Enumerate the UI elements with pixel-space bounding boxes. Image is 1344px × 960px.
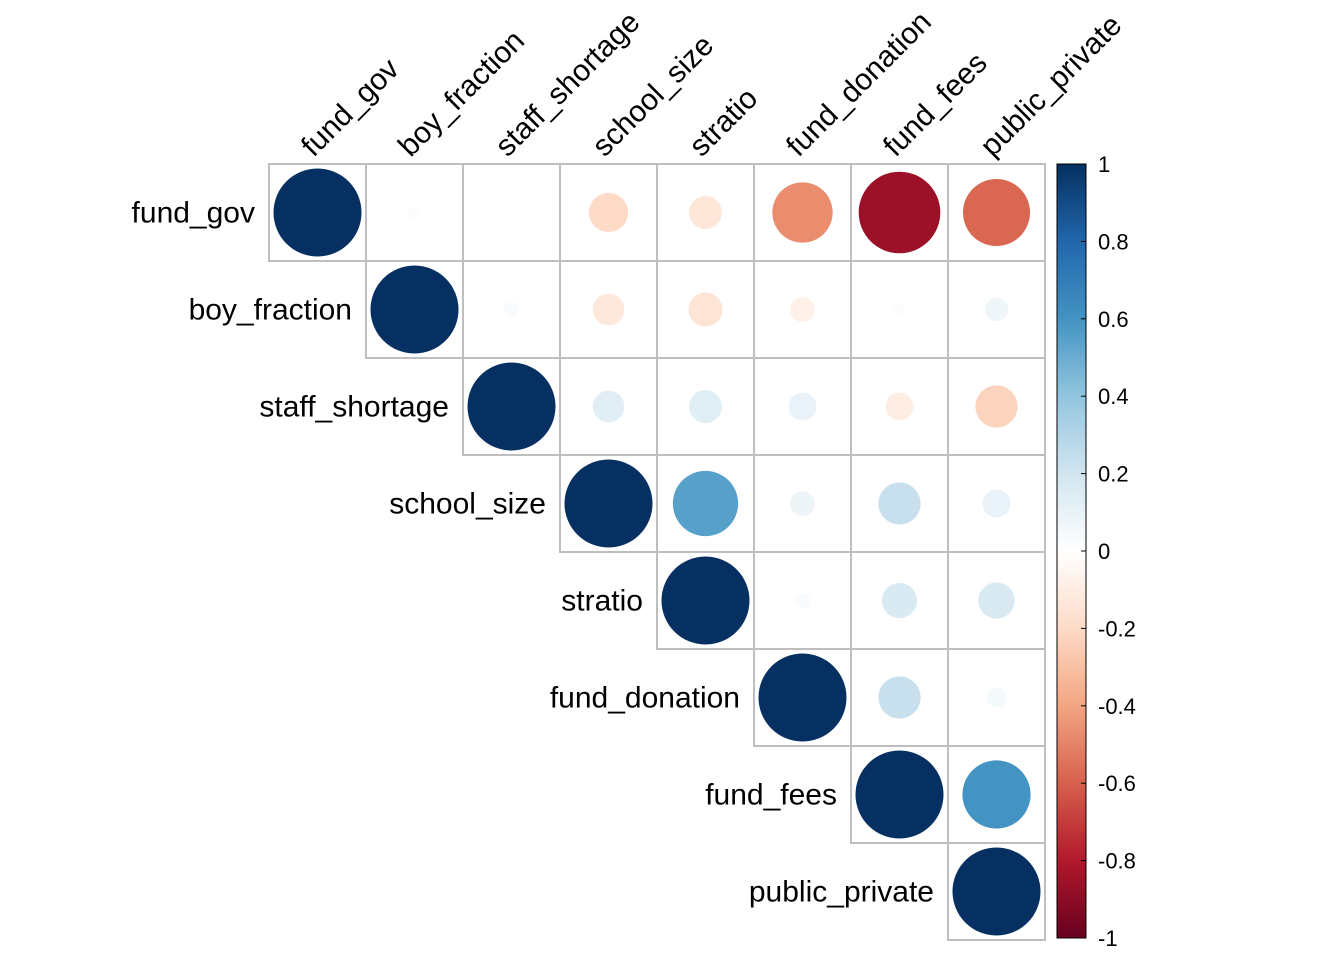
colorbar-tick-label: 0 xyxy=(1098,539,1110,564)
correlation-circle-fund_gov-boy_fraction xyxy=(408,206,421,219)
correlation-circle-staff_shortage-fund_donation xyxy=(788,392,817,421)
correlation-circle-school_size-stratio xyxy=(672,470,739,537)
correlation-circle-stratio-public_private xyxy=(978,582,1015,619)
colorbar-tick-label: -0.2 xyxy=(1098,616,1136,641)
row-label-school_size: school_size xyxy=(389,488,546,521)
column-labels: fund_govboy_fractionstaff_shortageschool… xyxy=(295,5,1128,163)
row-label-public_private: public_private xyxy=(749,876,934,909)
correlation-circle-staff_shortage-public_private xyxy=(975,385,1018,428)
row-label-staff_shortage: staff_shortage xyxy=(259,391,449,424)
correlation-circle-fund_gov-public_private xyxy=(962,178,1031,247)
correlation-circle-staff_shortage-school_size xyxy=(592,390,625,423)
colorbar: 1 0.8 0.6 0.4 0.2 0 -0.2 -0.4 -0.6 -0.8 -1 xyxy=(1056,152,1136,951)
correlation-circle-boy_fraction-staff_shortage xyxy=(503,301,520,318)
column-label-fund_gov: fund_gov xyxy=(295,52,406,163)
colorbar-tick-label: -1 xyxy=(1098,926,1118,951)
correlation-circle-staff_shortage-fund_fees xyxy=(885,392,914,421)
correlation-circle-school_size-fund_donation xyxy=(790,491,815,516)
correlation-circle-fund_gov-school_size xyxy=(588,192,629,233)
colorbar-tick-label: 0.6 xyxy=(1098,307,1129,332)
correlation-circle-stratio-fund_donation xyxy=(794,592,811,609)
row-label-fund_donation: fund_donation xyxy=(550,682,740,715)
matrix-cell xyxy=(462,163,561,262)
colorbar-tick-label: -0.8 xyxy=(1098,849,1136,874)
correlation-circle-school_size-school_size xyxy=(564,459,653,548)
correlation-circle-fund_fees-fund_fees xyxy=(855,750,944,839)
correlation-circle-stratio-stratio xyxy=(661,556,750,645)
colorbar-ticks: 1 0.8 0.6 0.4 0.2 0 -0.2 -0.4 -0.6 -0.8 -1 xyxy=(1081,152,1136,951)
correlation-circle-school_size-fund_fees xyxy=(878,482,921,525)
correlation-circle-public_private-public_private xyxy=(952,847,1041,936)
row-label-boy_fraction: boy_fraction xyxy=(189,294,352,327)
colorbar-tick-label: 0.8 xyxy=(1098,229,1129,254)
colorbar-tick-label: 1 xyxy=(1098,152,1110,177)
correlation-circle-boy_fraction-boy_fraction xyxy=(370,265,459,354)
correlation-circle-boy_fraction-public_private xyxy=(984,297,1009,322)
correlation-circle-fund_donation-public_private xyxy=(986,687,1007,708)
correlation-circle-boy_fraction-school_size xyxy=(592,293,625,326)
colorbar-tick-label: -0.4 xyxy=(1098,694,1136,719)
row-label-stratio: stratio xyxy=(561,585,643,618)
row-label-fund_gov: fund_gov xyxy=(132,197,255,230)
column-label-stratio: stratio xyxy=(683,82,764,163)
matrix-cell xyxy=(850,260,949,359)
correlation-circle-fund_gov-fund_donation xyxy=(772,182,833,243)
correlation-circle-fund_gov-stratio xyxy=(689,196,722,229)
correlation-circle-boy_fraction-fund_fees xyxy=(893,303,906,316)
correlation-circle-fund_gov-fund_gov xyxy=(273,168,362,257)
correlation-circle-fund_donation-fund_donation xyxy=(758,653,847,742)
colorbar-tick-label: -0.6 xyxy=(1098,771,1136,796)
correlation-circle-boy_fraction-fund_donation xyxy=(790,297,815,322)
colorbar-tick-label: 0.4 xyxy=(1098,384,1129,409)
correlation-circle-school_size-public_private xyxy=(982,489,1011,518)
colorbar-tick-label: 0.2 xyxy=(1098,462,1129,487)
row-label-fund_fees: fund_fees xyxy=(705,779,837,812)
row-labels: fund_gov boy_fraction staff_shortageschool… xyxy=(132,197,934,909)
column-label-public_private: public_private xyxy=(974,9,1128,163)
correlation-circle-boy_fraction-stratio xyxy=(688,292,723,327)
correlation-circle-staff_shortage-staff_shortage xyxy=(467,362,556,451)
correlation-circle-fund_donation-fund_fees xyxy=(878,676,921,719)
correlation-circle-stratio-fund_fees xyxy=(881,582,918,619)
correlation-circle-staff_shortage-stratio xyxy=(689,390,722,423)
correlation-circle-fund_gov-fund_fees xyxy=(858,171,941,254)
correlation-circle-fund_fees-public_private xyxy=(962,760,1031,829)
correlation-circles xyxy=(273,168,1041,936)
